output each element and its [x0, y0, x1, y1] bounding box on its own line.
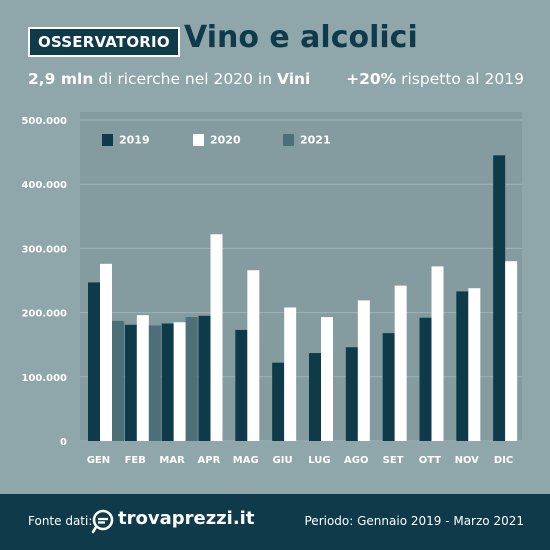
legend-2020: 2020	[193, 133, 241, 147]
x-tick-label: SET	[383, 455, 404, 466]
bar-2020-feb	[136, 315, 149, 441]
bar-2020-apr	[210, 234, 223, 441]
bar-2021-gen	[112, 320, 124, 441]
legend-2019: 2019	[102, 133, 150, 147]
bar-2020-ago	[357, 300, 370, 441]
footer: Fonte dati: trovaprezzi.it Periodo: Genn…	[0, 494, 550, 550]
x-tick-label: DIC	[494, 455, 513, 466]
observatory-tag: OSSERVATORIO	[28, 27, 180, 57]
legend-label-2021: 2021	[300, 133, 331, 147]
x-tick-label: OTT	[419, 455, 442, 466]
bar-2020-mag	[247, 270, 260, 441]
subtitle-searches: 2,9 mln di ricerche nel 2020 in Vini	[28, 70, 310, 88]
source-label: Fonte dati:	[28, 514, 93, 528]
legend-swatch-2019	[102, 134, 113, 146]
bar-2020-gen	[100, 263, 112, 441]
y-tick-label: 0	[60, 437, 67, 448]
bar-2020-set	[394, 285, 407, 441]
y-tick-label: 200.000	[21, 309, 67, 320]
bar-2019-ott	[419, 317, 432, 441]
x-tick-label: GIU	[273, 455, 293, 466]
y-tick-label: 400.000	[21, 180, 67, 191]
y-tick-label: 100.000	[21, 373, 67, 384]
legend-swatch-2021	[283, 134, 294, 146]
trovaprezzi-logo-text: trovaprezzi.it	[118, 508, 255, 529]
x-tick-label: MAR	[159, 455, 185, 466]
bar-2020-giu	[284, 307, 297, 441]
y-tick-label: 500.000	[21, 116, 67, 127]
bar-2019-feb	[124, 324, 137, 441]
bar-2019-mar	[161, 323, 174, 441]
bar-2019-dic	[493, 155, 506, 441]
bar-2020-lug	[321, 317, 333, 441]
x-tick-label: APR	[198, 455, 221, 466]
x-tick-label: AGO	[344, 455, 368, 466]
x-tick-label: NOV	[455, 455, 480, 466]
data-period: Periodo: Gennaio 2019 - Marzo 2021	[304, 514, 525, 528]
trovaprezzi-logo-icon	[91, 509, 114, 534]
subtitle-growth: +20% rispetto al 2019	[346, 70, 524, 88]
growth-text: rispetto al 2019	[396, 70, 524, 88]
bar-2019-gen	[88, 282, 100, 441]
page-title: Vino e alcolici	[184, 20, 418, 55]
legend-label-2020: 2020	[210, 133, 241, 147]
bar-chart: 0 100.000 200.000 300.000 400.000 500.000 GEN F…	[21, 116, 522, 466]
bar-2020-dic	[505, 261, 518, 441]
bar-2019-ago	[345, 347, 358, 441]
bar-2019-nov	[456, 291, 469, 441]
legend-label-2019: 2019	[119, 133, 150, 147]
x-tick-label: FEB	[125, 455, 146, 466]
y-tick-label: 300.000	[21, 244, 67, 255]
x-tick-label: LUG	[308, 455, 330, 466]
searches-count: 2,9 mln	[28, 70, 94, 88]
searches-category: Vini	[276, 70, 311, 88]
legend-swatch-2020	[193, 134, 204, 146]
bar-2021-feb	[148, 325, 161, 441]
x-tick-label: GEN	[87, 455, 110, 466]
bar-2021-mar	[185, 317, 198, 441]
growth-value: +20%	[346, 70, 397, 88]
bar-2019-set	[382, 333, 395, 441]
bar-2020-nov	[468, 288, 481, 441]
header: OSSERVATORIO Vino e alcolici 2,9 mln di …	[0, 0, 550, 112]
bar-2019-mag	[235, 329, 248, 441]
bar-2019-lug	[309, 353, 321, 441]
bar-2019-apr	[198, 315, 211, 441]
bar-2019-giu	[272, 362, 285, 441]
legend-2021: 2021	[283, 133, 331, 147]
searches-text: di ricerche nel 2020 in	[93, 70, 277, 88]
bar-2020-mar	[173, 322, 186, 441]
x-tick-label: MAG	[233, 455, 259, 466]
bar-2020-ott	[431, 266, 444, 441]
